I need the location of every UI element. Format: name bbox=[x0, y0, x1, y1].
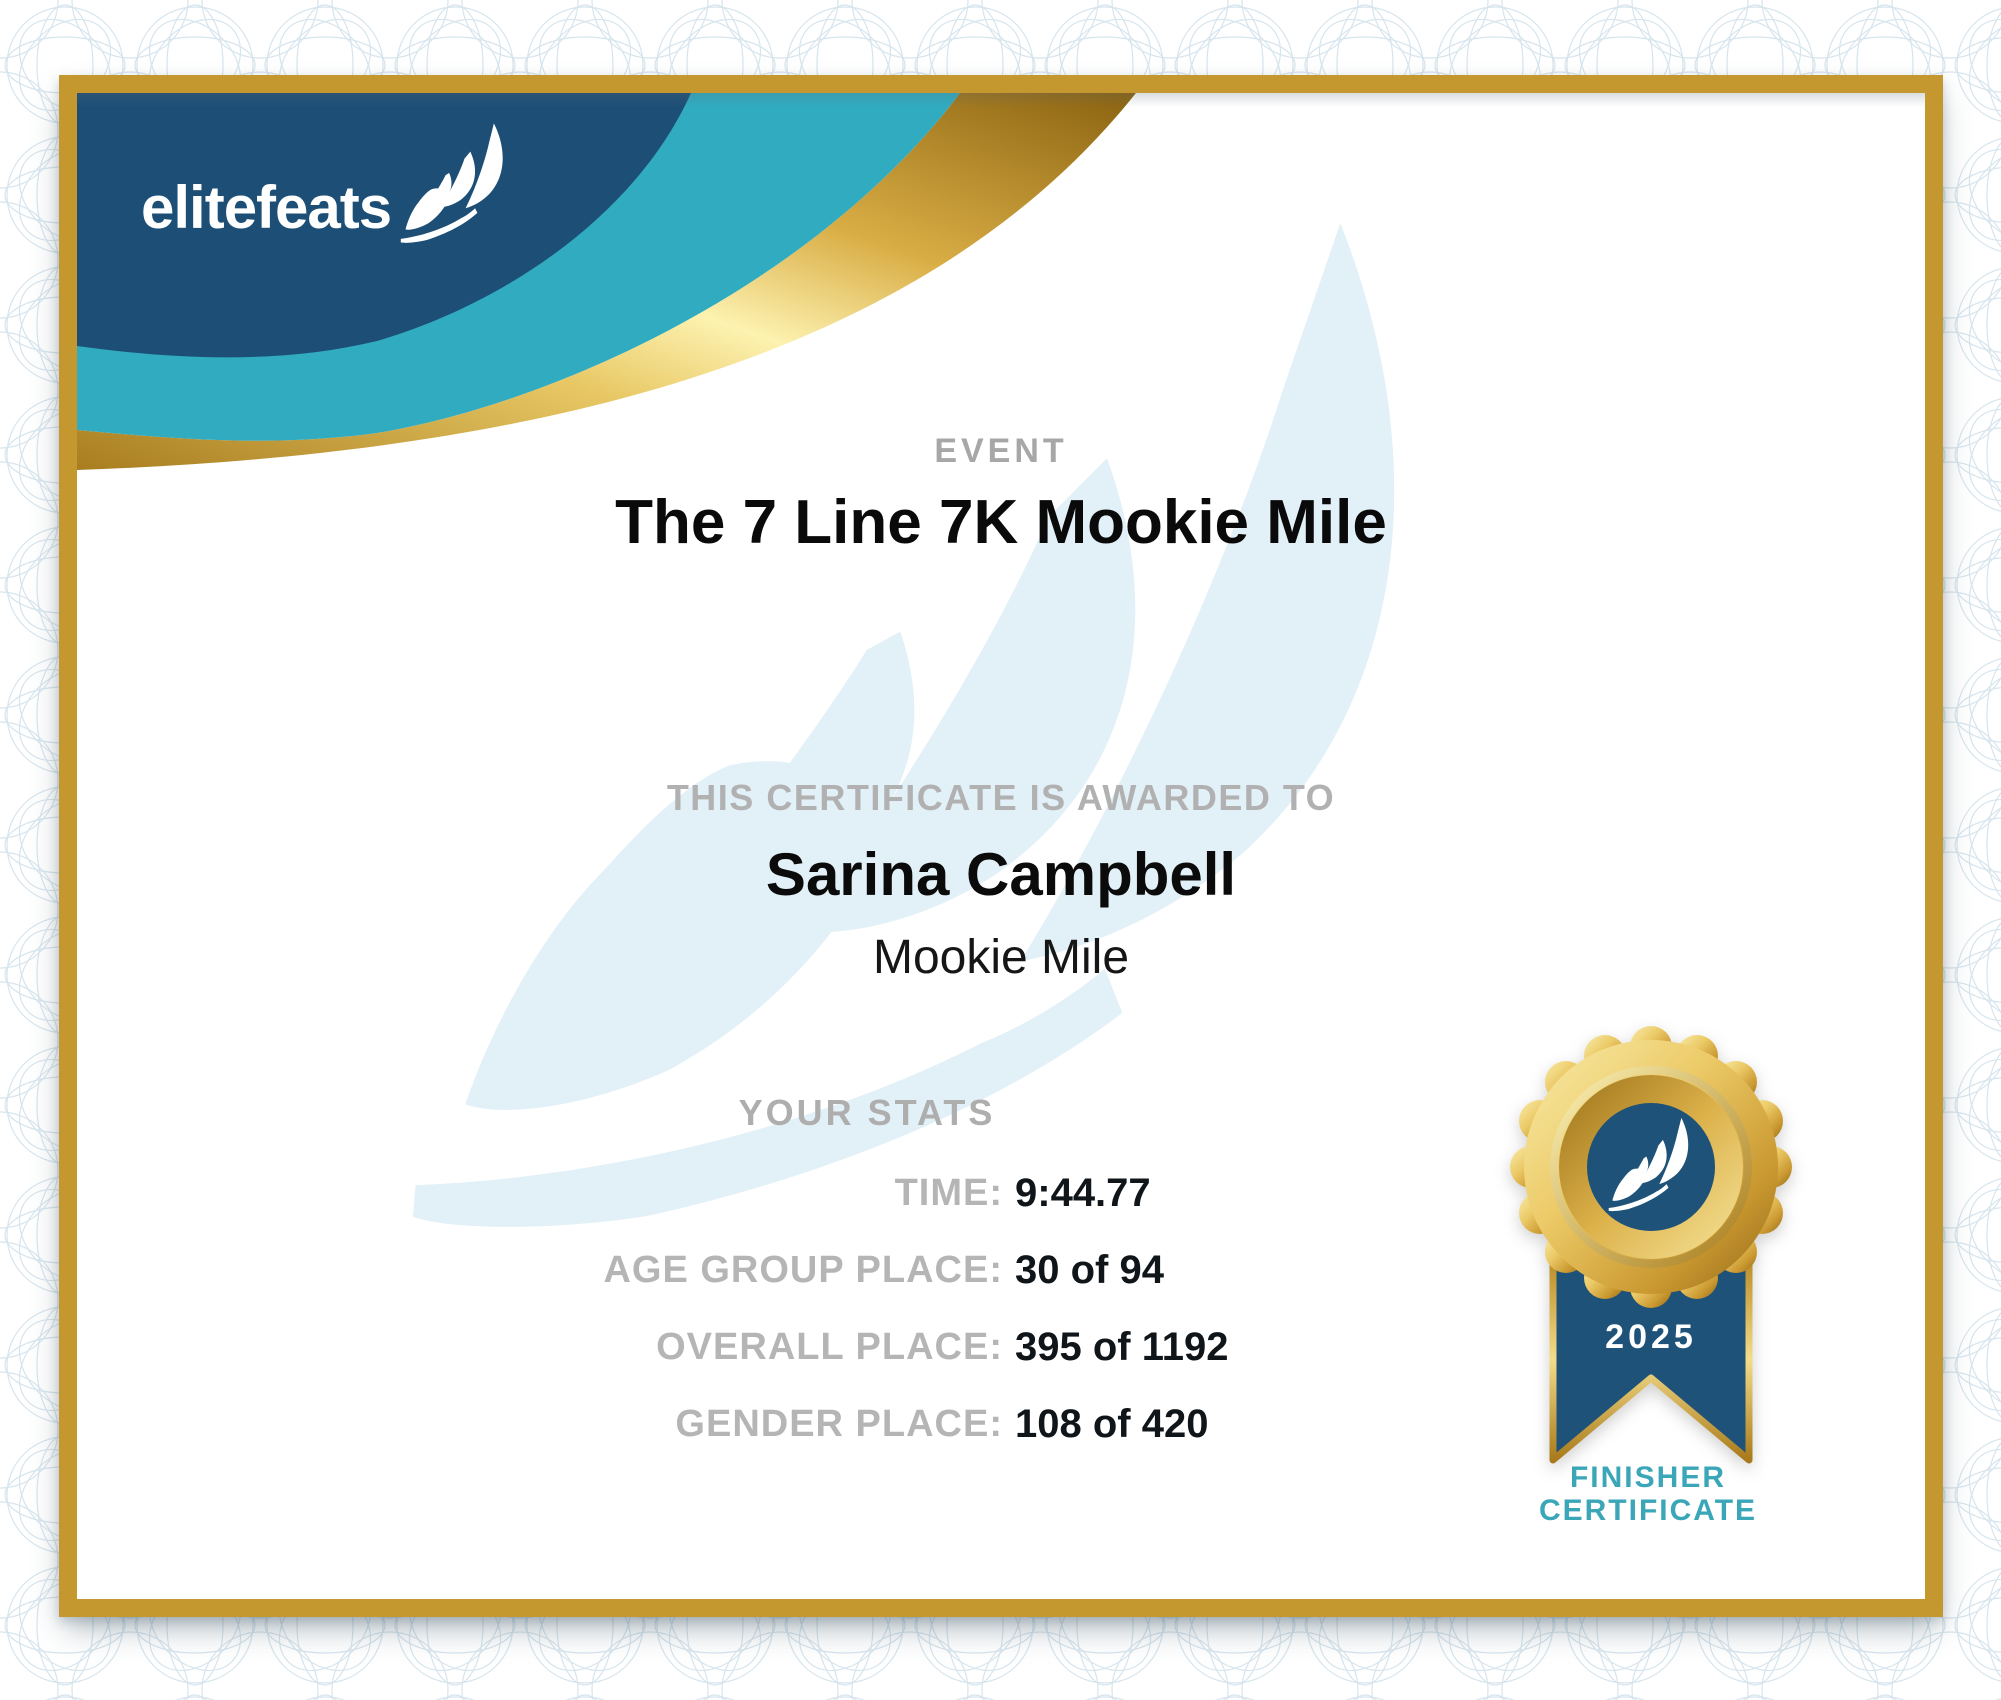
stat-label: TIME: bbox=[894, 1172, 1003, 1214]
stat-label: OVERALL PLACE: bbox=[656, 1326, 1003, 1368]
badge-caption-line1: FINISHER bbox=[1569, 1461, 1726, 1494]
stat-label: AGE GROUP PLACE: bbox=[603, 1249, 1003, 1291]
finisher-medal-badge: 2025 bbox=[1510, 1026, 1792, 1464]
race-name: Mookie Mile bbox=[872, 931, 1130, 984]
winged-foot-watermark bbox=[412, 223, 1395, 1227]
stat-row-gender-place: GENDER PLACE: 108 of 420 bbox=[77, 1386, 1925, 1463]
stat-row-age-group-place: AGE GROUP PLACE: 30 of 94 bbox=[77, 1232, 1925, 1309]
badge-caption: FINISHER CERTIFICATE bbox=[1448, 1461, 1848, 1527]
stat-value: 108 of 420 bbox=[1015, 1402, 1209, 1446]
certificate-body: elitefeats EVENT The 7 Line 7K Mookie Mi… bbox=[77, 93, 1925, 1599]
header-swoosh-graphic bbox=[77, 93, 1136, 470]
stats-heading: YOUR STATS bbox=[738, 1092, 996, 1133]
brand-logo-text: elitefeats bbox=[141, 174, 392, 241]
certificate-frame: elitefeats EVENT The 7 Line 7K Mookie Mi… bbox=[59, 75, 1943, 1617]
badge-year: 2025 bbox=[1605, 1318, 1697, 1356]
stat-value: 9:44.77 bbox=[1015, 1171, 1151, 1215]
recipient-name: Sarina Campbell bbox=[765, 841, 1237, 908]
event-title: The 7 Line 7K Mookie Mile bbox=[615, 488, 1387, 557]
stat-value: 30 of 94 bbox=[1015, 1248, 1164, 1292]
stats-list: TIME: 9:44.77 AGE GROUP PLACE: 30 of 94 … bbox=[77, 1155, 1925, 1463]
event-label: EVENT bbox=[934, 432, 1068, 470]
stat-label: GENDER PLACE: bbox=[675, 1403, 1003, 1445]
winged-foot-icon bbox=[400, 123, 503, 243]
stat-row-time: TIME: 9:44.77 bbox=[77, 1155, 1925, 1232]
stat-row-overall-place: OVERALL PLACE: 395 of 1192 bbox=[77, 1309, 1925, 1386]
stat-value: 395 of 1192 bbox=[1015, 1325, 1229, 1369]
badge-caption-line2: CERTIFICATE bbox=[1538, 1494, 1758, 1527]
award-heading: THIS CERTIFICATE IS AWARDED TO bbox=[666, 777, 1336, 818]
